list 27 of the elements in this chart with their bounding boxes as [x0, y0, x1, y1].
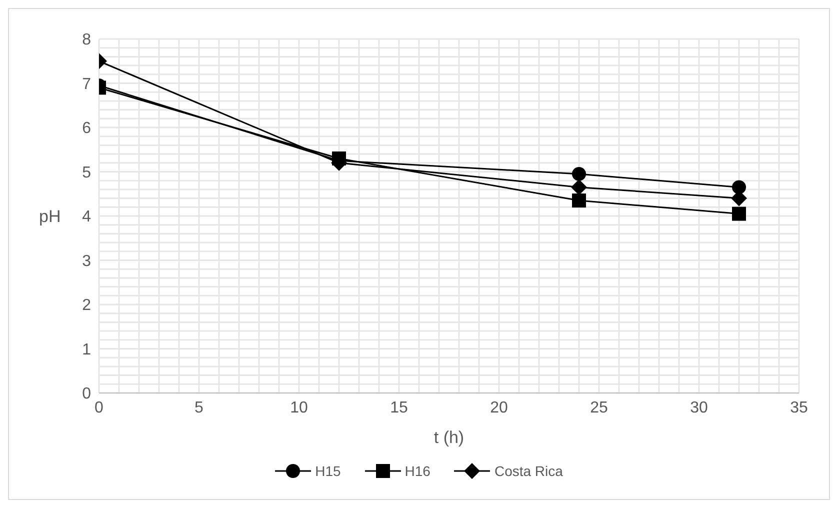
- y-tick-label: 0: [82, 386, 92, 403]
- y-tick-label: 7: [82, 76, 92, 93]
- x-tick-label: 30: [690, 399, 708, 416]
- x-axis-title: t (h): [434, 428, 464, 447]
- point: [732, 180, 746, 194]
- legend-label: Costa Rica: [494, 463, 563, 479]
- point: [732, 206, 746, 221]
- y-tick-label: 5: [82, 164, 92, 182]
- point: [572, 194, 586, 208]
- x-tick-label: 25: [590, 399, 608, 416]
- legend-label: H16: [404, 463, 430, 479]
- x-tick-label: 0: [94, 399, 104, 416]
- legend-label: H15: [315, 463, 341, 479]
- x-tick-label: 10: [290, 399, 308, 416]
- y-tick-label: 2: [82, 297, 92, 314]
- y-tick-label: 4: [82, 208, 92, 226]
- y-tick-label: 8: [82, 32, 92, 49]
- point: [571, 179, 587, 196]
- y-axis-title: pH: [39, 207, 61, 226]
- x-tick-label: 15: [390, 399, 408, 416]
- x-tick-label: 35: [790, 399, 808, 416]
- x-tick-label: 20: [490, 399, 508, 416]
- y-tick-label: 1: [82, 341, 92, 358]
- y-tick-label: 3: [82, 252, 92, 270]
- point: [572, 166, 586, 181]
- x-tick-label: 5: [194, 399, 204, 416]
- y-tick-label: 6: [82, 120, 92, 138]
